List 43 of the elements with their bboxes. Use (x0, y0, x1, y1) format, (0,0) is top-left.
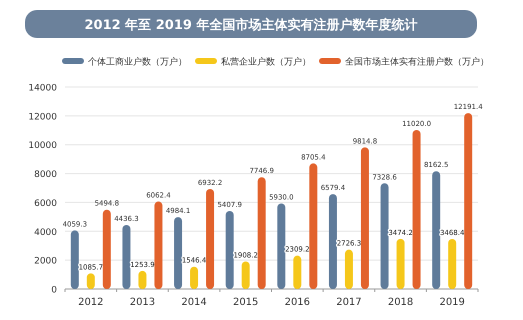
y-tick-label: 12000 (28, 112, 58, 122)
x-tick-label: 2016 (284, 297, 310, 308)
legend-label: 个体工商业户数（万户） (88, 56, 187, 68)
x-tick-label: 2015 (232, 297, 258, 308)
x-tick-label: 2019 (439, 297, 465, 308)
bar (328, 194, 337, 289)
bar (380, 183, 389, 289)
y-tick-label: 14000 (28, 84, 58, 94)
bar (226, 210, 234, 289)
y-tick-label: 8000 (34, 170, 58, 180)
bar (122, 224, 130, 289)
y-tick-label: 2000 (34, 256, 58, 267)
bar (70, 230, 79, 289)
bar (432, 171, 440, 289)
bar (190, 266, 198, 289)
bar (360, 147, 369, 289)
y-tick-label: 6000 (34, 198, 58, 209)
bar (174, 217, 182, 289)
bar (206, 188, 214, 289)
bar (138, 270, 146, 289)
bar (309, 163, 318, 289)
bar (242, 261, 250, 289)
chart-title: 2012 年至 2019 年全国市场主体实有注册户数年度统计 (84, 17, 418, 33)
bar (293, 256, 302, 289)
bar (102, 210, 111, 289)
bar (464, 113, 472, 289)
bar (396, 238, 405, 289)
bar (412, 130, 421, 289)
y-tick-label: 0 (51, 286, 58, 296)
legend-label: 全国市场主体实有注册户数（万户） (345, 56, 489, 68)
x-tick-label: 2017 (336, 297, 362, 308)
x-tick-label: 2018 (388, 297, 414, 308)
legend-label: 私营企业户数（万户） (221, 56, 311, 68)
x-tick-label: 2012 (78, 297, 104, 308)
x-tick-label: 2013 (130, 297, 156, 308)
y-tick-label: 4000 (34, 228, 58, 238)
x-tick-label: 2014 (181, 297, 207, 308)
y-tick-label: 10000 (28, 141, 58, 152)
bar (154, 202, 162, 289)
bar (258, 177, 266, 289)
bar (344, 250, 353, 289)
bar (448, 238, 456, 289)
bar (277, 203, 286, 289)
